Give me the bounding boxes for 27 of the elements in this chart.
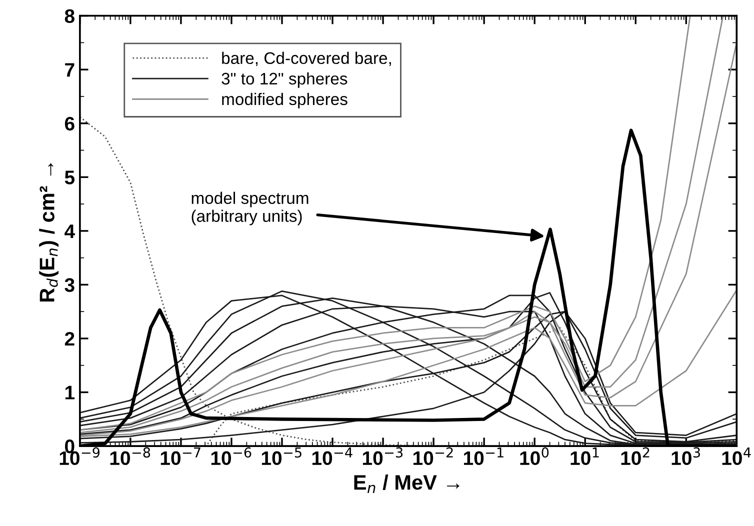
x-tick-label: 10$^{3}$ bbox=[672, 447, 700, 466]
y-tick-label: 6 bbox=[64, 116, 74, 131]
y-tick-label: 8 bbox=[64, 9, 74, 24]
x-tick-label: 10$^{−4}$ bbox=[312, 448, 352, 466]
legend-label: bare, Cd-covered bare, bbox=[222, 52, 391, 66]
x-tick-label: 10$^{−1}$ bbox=[464, 448, 504, 466]
y-tick-label: 1 bbox=[65, 386, 75, 400]
x-tick-label: 10$^{−5}$ bbox=[262, 448, 302, 466]
annotation: model spectrum (arbitrary units) bbox=[192, 192, 308, 226]
y-tick-label: 5 bbox=[64, 170, 75, 184]
y-tick-label: 2 bbox=[64, 332, 74, 346]
x-tick-label: 10$^{−3}$ bbox=[362, 447, 403, 466]
x-tick-label: 10$^{−8}$ bbox=[110, 447, 150, 466]
x-tick-label: 10$^{0}$ bbox=[520, 447, 549, 466]
y-tick-label: 3 bbox=[64, 278, 74, 292]
x-tick-label: 10$^{1}$ bbox=[570, 448, 599, 466]
y-axis-title: R$_{d}$(E$_{n}$) / cm² → bbox=[39, 163, 59, 302]
y-tick-label: 4 bbox=[64, 224, 75, 238]
x-tick-label: 10$^{4}$ bbox=[722, 448, 751, 466]
x-tick-label: 10$^{−6}$ bbox=[211, 447, 252, 466]
legend-label: 3" to 12" spheres bbox=[222, 72, 348, 88]
legend-label: modified spheres bbox=[222, 92, 348, 108]
x-axis-title: E$_{n}$ / MeV → bbox=[354, 474, 460, 493]
y-tick-label: 7 bbox=[65, 63, 74, 77]
x-tick-label: 10$^{−2}$ bbox=[413, 447, 453, 466]
x-tick-label: 10$^{−7}$ bbox=[160, 448, 200, 466]
x-tick-label: 10$^{2}$ bbox=[621, 447, 650, 466]
